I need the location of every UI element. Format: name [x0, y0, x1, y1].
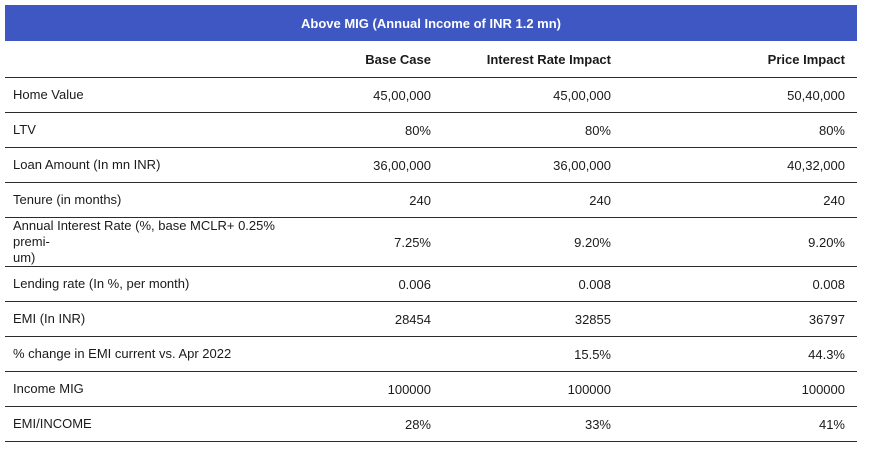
cell-price-impact: 0.008 [623, 266, 857, 302]
cell-interest-rate-impact: 32855 [443, 301, 623, 337]
row-label: EMI (In INR) [5, 301, 323, 337]
row-label: Home Value [5, 77, 323, 113]
cell-base-case [323, 336, 443, 372]
cell-interest-rate-impact: 100000 [443, 371, 623, 407]
row-label: Annual Interest Rate (%, base MCLR+ 0.25… [5, 217, 323, 267]
cell-price-impact: 50,40,000 [623, 77, 857, 113]
row-label: Income MIG [5, 371, 323, 407]
cell-interest-rate-impact: 36,00,000 [443, 147, 623, 183]
table-title: Above MIG (Annual Income of INR 1.2 mn) [5, 5, 857, 41]
row-label: EMI/INCOME [5, 406, 323, 442]
cell-base-case: 7.25% [323, 217, 443, 267]
cell-base-case: 100000 [323, 371, 443, 407]
cell-base-case: 0.006 [323, 266, 443, 302]
cell-base-case: 28454 [323, 301, 443, 337]
cell-interest-rate-impact: 80% [443, 112, 623, 148]
income-table-container: Above MIG (Annual Income of INR 1.2 mn) … [5, 5, 857, 442]
row-label: Lending rate (In %, per month) [5, 266, 323, 302]
cell-base-case: 45,00,000 [323, 77, 443, 113]
cell-interest-rate-impact: 240 [443, 182, 623, 218]
cell-interest-rate-impact: 33% [443, 406, 623, 442]
cell-price-impact: 41% [623, 406, 857, 442]
emi-table: Base Case Interest Rate Impact Price Imp… [5, 41, 857, 442]
table-row: LTV 80% 80% 80% [5, 112, 857, 148]
cell-price-impact: 80% [623, 112, 857, 148]
cell-base-case: 80% [323, 112, 443, 148]
cell-price-impact: 40,32,000 [623, 147, 857, 183]
table-row: Income MIG 100000 100000 100000 [5, 371, 857, 407]
header-price-impact: Price Impact [623, 41, 857, 78]
cell-price-impact: 36797 [623, 301, 857, 337]
cell-interest-rate-impact: 15.5% [443, 336, 623, 372]
row-label: % change in EMI current vs. Apr 2022 [5, 336, 323, 372]
cell-price-impact: 44.3% [623, 336, 857, 372]
table-row: Home Value 45,00,000 45,00,000 50,40,000 [5, 77, 857, 113]
table-row: Annual Interest Rate (%, base MCLR+ 0.25… [5, 217, 857, 267]
table-row: % change in EMI current vs. Apr 2022 15.… [5, 336, 857, 372]
row-label: Loan Amount (In mn INR) [5, 147, 323, 183]
row-label: LTV [5, 112, 323, 148]
header-blank [5, 41, 323, 78]
cell-interest-rate-impact: 9.20% [443, 217, 623, 267]
table-row: Tenure (in months) 240 240 240 [5, 182, 857, 218]
header-interest-rate-impact: Interest Rate Impact [443, 41, 623, 78]
cell-price-impact: 240 [623, 182, 857, 218]
cell-base-case: 28% [323, 406, 443, 442]
cell-interest-rate-impact: 45,00,000 [443, 77, 623, 113]
cell-interest-rate-impact: 0.008 [443, 266, 623, 302]
cell-base-case: 36,00,000 [323, 147, 443, 183]
cell-price-impact: 9.20% [623, 217, 857, 267]
header-row: Base Case Interest Rate Impact Price Imp… [5, 41, 857, 78]
header-base-case: Base Case [323, 41, 443, 78]
table-row: Lending rate (In %, per month) 0.006 0.0… [5, 266, 857, 302]
cell-price-impact: 100000 [623, 371, 857, 407]
table-row: EMI (In INR) 28454 32855 36797 [5, 301, 857, 337]
cell-base-case: 240 [323, 182, 443, 218]
row-label: Tenure (in months) [5, 182, 323, 218]
table-row: EMI/INCOME 28% 33% 41% [5, 406, 857, 442]
table-row: Loan Amount (In mn INR) 36,00,000 36,00,… [5, 147, 857, 183]
